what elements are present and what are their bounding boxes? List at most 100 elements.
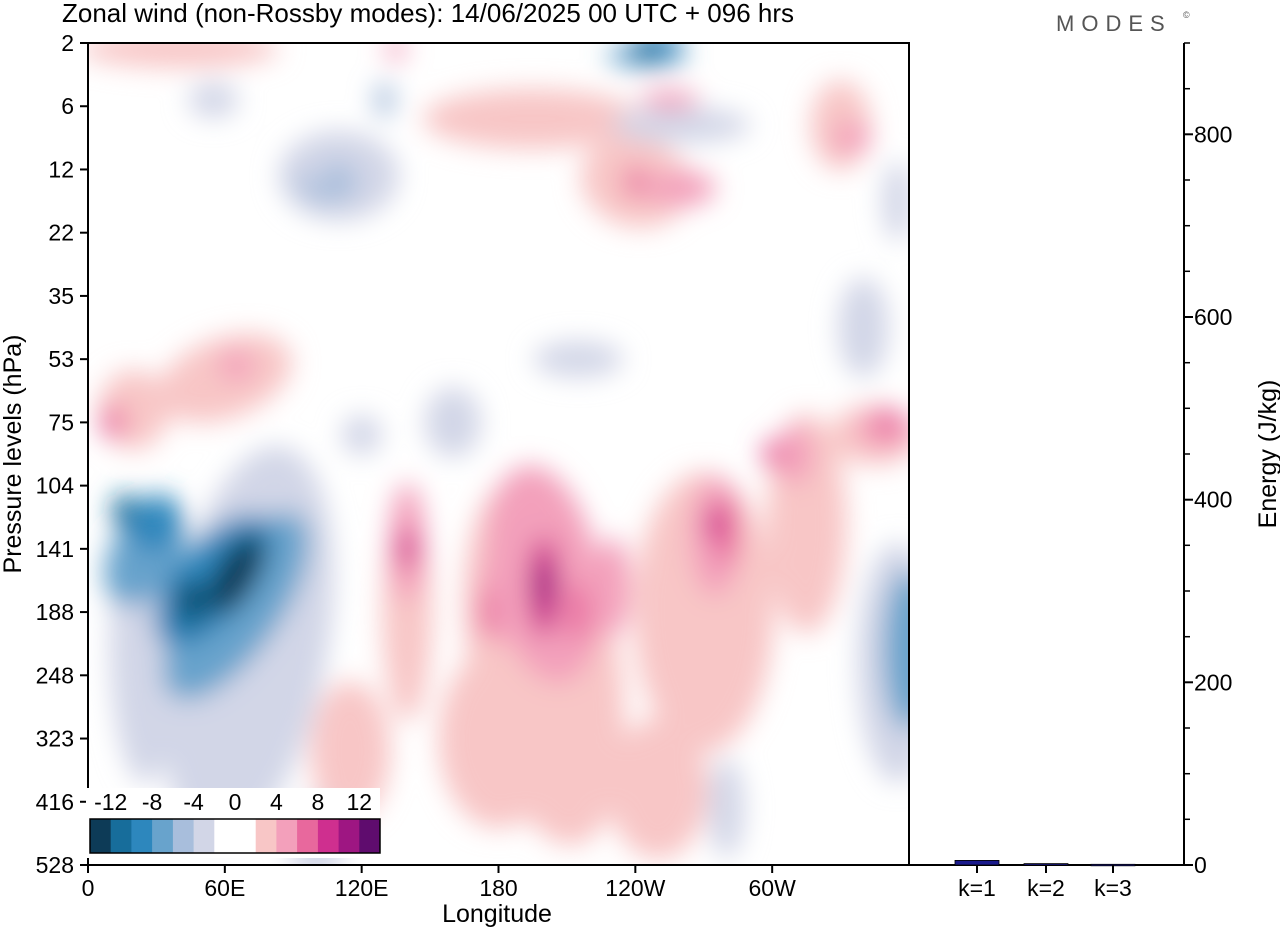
colorbar-label: 0: [229, 789, 242, 815]
contour-region: [310, 681, 391, 822]
contour-region: [762, 439, 783, 469]
contour-region: [479, 587, 496, 638]
colorbar-swatch: [90, 819, 112, 853]
colorbar-label: -12: [94, 789, 127, 815]
colorbar-swatch: [110, 819, 132, 853]
contour-region: [594, 536, 631, 637]
contour-region: [608, 719, 709, 860]
contour-extremum: [636, 43, 657, 66]
energy-category-label: k=2: [1027, 875, 1065, 901]
contour-region: [88, 43, 280, 68]
heatmap-contours: [88, 43, 965, 865]
y-tick-label: 12: [48, 156, 74, 182]
colorbar-swatch: [338, 819, 360, 853]
energy-tick-label: 200: [1194, 669, 1232, 695]
contour-extremum: [226, 551, 247, 584]
colorbar-swatch: [276, 819, 298, 853]
x-tick-label: 60W: [749, 875, 797, 901]
contour-extremum: [945, 628, 965, 660]
contour-region: [385, 43, 406, 62]
chart-title: Zonal wind (non-Rossby modes): 14/06/202…: [62, 0, 794, 28]
colorbar-label: -4: [183, 789, 204, 815]
energy-tick-label: 600: [1194, 304, 1232, 330]
y-tick-label: 2: [61, 30, 74, 56]
energy-tick-label: 0: [1194, 852, 1207, 878]
contour-region: [777, 424, 813, 484]
colorbar-label: 8: [312, 789, 325, 815]
y-tick-label: 323: [36, 726, 74, 752]
contour-extremum: [306, 153, 327, 186]
contour-extremum: [180, 583, 201, 616]
contour-region: [882, 161, 909, 242]
colorbar-label: -8: [142, 789, 162, 815]
y-tick-label: 416: [36, 789, 74, 815]
y-tick-label: 53: [48, 346, 74, 372]
y-axis: 2 6 12 22 35 53 75 104 141 188 248 323 416 528: [36, 30, 88, 878]
y-tick-label: 35: [48, 283, 74, 309]
contour-region: [157, 333, 292, 423]
contour-extremum: [625, 166, 646, 199]
contour-region: [218, 350, 255, 381]
colorbar-swatch: [235, 819, 257, 853]
contour-region: [645, 170, 716, 207]
x-tick-label: 60E: [204, 875, 245, 901]
y-tick-label: 528: [36, 852, 74, 878]
contour-extremum: [876, 406, 897, 439]
energy-bar: [954, 860, 1000, 866]
energy-category-label: k=3: [1094, 875, 1132, 901]
x-tick-label: 180: [479, 875, 517, 901]
y-tick-label: 188: [36, 599, 74, 625]
contour-extremum: [100, 406, 121, 439]
contour-extremum: [534, 564, 555, 597]
y-axis-title: Pressure levels (hPa): [0, 335, 27, 574]
y-tick-label: 104: [36, 473, 75, 499]
contour-region: [708, 758, 745, 859]
contour-region: [832, 122, 872, 153]
heatmap-area: [88, 43, 965, 865]
contour-extremum: [112, 494, 133, 527]
y-tick-label: 141: [36, 536, 74, 562]
x-tick-label: 120E: [335, 875, 389, 901]
contour-region: [374, 81, 395, 118]
contour-region: [438, 648, 559, 829]
contour-region: [188, 81, 239, 118]
energy-bar: [1023, 863, 1069, 866]
contour-region: [341, 415, 382, 455]
contour-region: [422, 88, 643, 149]
x-axis: 0 60E 120E 180 120W 60W: [82, 865, 796, 901]
colorbar-swatch: [152, 819, 174, 853]
colorbar-swatch: [317, 819, 340, 853]
contour-region: [130, 494, 183, 554]
contour-region: [884, 570, 909, 730]
contour-region: [424, 387, 481, 458]
contour-region: [533, 341, 624, 378]
x-tick-label: 120W: [605, 875, 665, 901]
energy-tick-label: 400: [1194, 487, 1232, 513]
heatmap-field: [88, 43, 965, 865]
energy-tick-label: 800: [1194, 121, 1232, 147]
colorbar: -12 -8 -4 0 4 8 12: [86, 788, 381, 858]
energy-axis-title: Energy (J/kg): [1254, 380, 1280, 529]
y-tick-label: 248: [36, 662, 74, 688]
colorbar-swatch: [172, 819, 195, 853]
colorbar-swatch: [193, 819, 215, 853]
colorbar-swatch: [359, 819, 381, 853]
colorbar-label: 4: [270, 789, 283, 815]
colorbar-label: 12: [347, 789, 373, 815]
energy-category-label: k=1: [958, 875, 996, 901]
contour-region: [639, 89, 700, 110]
contour-region: [568, 582, 589, 643]
colorbar-swatch: [214, 819, 236, 853]
energy-bar-chart: 0 200 400 600 800 k=1 k=2 k=3: [954, 42, 1232, 901]
brand-mark: ©: [1183, 10, 1190, 20]
x-tick-label: 0: [82, 875, 95, 901]
brand-logo: MODES: [1056, 11, 1172, 36]
y-tick-label: 6: [61, 93, 74, 119]
contour-extremum: [397, 532, 418, 565]
contour-region: [838, 277, 889, 378]
y-tick-label: 75: [48, 409, 74, 435]
y-tick-label: 22: [48, 220, 74, 246]
colorbar-swatch: [131, 819, 153, 853]
